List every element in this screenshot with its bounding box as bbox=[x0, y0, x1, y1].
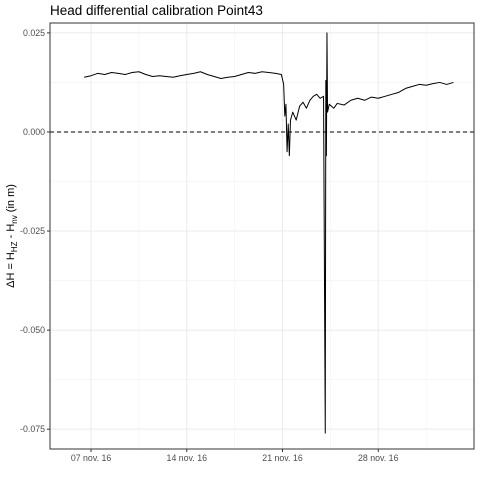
axes: 0.025 0.000 -0.025 -0.050 -0.075 07 nov. 16 14… bbox=[20, 28, 399, 463]
x-tick-label: 14 nov. 16 bbox=[167, 453, 208, 463]
y-axis-title: ΔH = HHZ - Hnv (in m) bbox=[5, 184, 19, 288]
y-axis-title-subscript: nv bbox=[10, 215, 19, 223]
grid bbox=[50, 23, 474, 449]
series-line bbox=[84, 32, 454, 434]
chart-title: Head differential calibration Point43 bbox=[50, 3, 263, 18]
panel-border bbox=[49, 22, 475, 450]
x-tick-label: 21 nov. 16 bbox=[262, 453, 303, 463]
y-tick-label: -0.075 bbox=[20, 424, 45, 434]
y-tick-label: 0.000 bbox=[23, 127, 45, 137]
y-axis-title-part: ΔH = H bbox=[5, 252, 17, 288]
x-tick-label: 28 nov. 16 bbox=[358, 453, 399, 463]
y-tick-label: -0.050 bbox=[20, 325, 45, 335]
y-tick-label: -0.025 bbox=[20, 226, 45, 236]
y-axis-title-subscript: HZ bbox=[10, 241, 19, 252]
y-axis-title-part: (in m) bbox=[5, 184, 17, 215]
y-axis-title-part: - H bbox=[5, 224, 17, 242]
y-tick-label: 0.025 bbox=[23, 28, 45, 38]
x-tick-label: 07 nov. 16 bbox=[71, 453, 112, 463]
series-layer bbox=[84, 32, 454, 434]
